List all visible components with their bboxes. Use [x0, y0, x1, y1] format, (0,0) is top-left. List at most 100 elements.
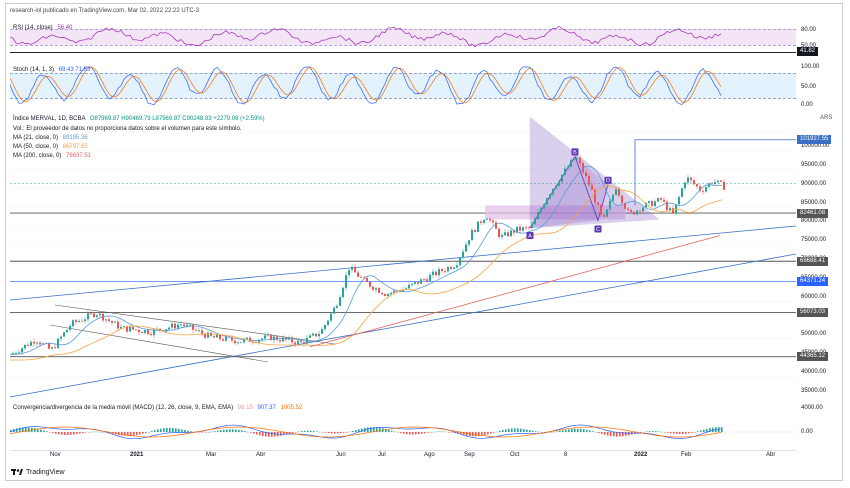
candle-body [657, 198, 659, 202]
candle-body [588, 176, 590, 185]
candle-body [90, 313, 92, 315]
candle-body [183, 324, 185, 327]
stoch-pane[interactable] [10, 63, 796, 108]
symbol-info[interactable]: Índice MERVAL, 1D, BCBA O87969.87 H90469… [13, 116, 265, 123]
macd-bar [61, 432, 63, 435]
macd-bar [298, 431, 300, 433]
macd-label[interactable]: Convergencia/divergencia de la media móv… [13, 405, 302, 412]
ma21-legend[interactable]: MA (21, close, 0) 89195.36 [13, 135, 88, 142]
candle-body [405, 288, 407, 290]
triangle-pattern [529, 116, 660, 229]
candle-body [534, 218, 536, 225]
ma200-legend[interactable]: MA (200, close, 0) 76637.51 [13, 153, 91, 160]
macd-bar [616, 432, 618, 437]
candle-body [687, 177, 689, 183]
rsi-line [10, 25, 722, 48]
macd-bar [601, 432, 603, 434]
candle-body [582, 163, 584, 173]
candle-body [546, 198, 548, 205]
macd-bar [697, 431, 699, 432]
price-scale-label: 40000.00 [801, 369, 827, 376]
candle-body [555, 185, 557, 189]
candle-body [420, 279, 422, 284]
candle-body [321, 329, 323, 334]
time-axis-label: 8 [564, 452, 568, 458]
macd-bar [163, 428, 165, 432]
macd-bar [265, 432, 267, 437]
price-chart-svg: A B C D [10, 116, 796, 398]
macd-bar [229, 429, 231, 432]
candle-body [612, 195, 614, 201]
candle-body [159, 328, 161, 331]
candle-body [261, 338, 263, 340]
candle-body [114, 321, 116, 323]
macd-histogram [10, 427, 723, 437]
rsi-label-text: RSI (14, close) [13, 25, 53, 31]
candle-body [207, 332, 209, 338]
candle-body [336, 305, 338, 308]
candle-body [597, 202, 599, 205]
macd-bar [67, 432, 69, 435]
candle-body [543, 204, 545, 209]
price-scale-label: 80000.00 [801, 218, 827, 225]
macd-bar [421, 432, 423, 434]
ma50-legend[interactable]: MA (50, close, 0) 86797.65 [13, 144, 88, 151]
macd-bar [436, 431, 438, 433]
candle-body [99, 313, 101, 316]
macd-signal-value: 1005.52 [280, 405, 303, 411]
stoch-band [10, 73, 796, 98]
macd-pane[interactable] [10, 404, 796, 446]
tradingview-logo[interactable]: TradingView [11, 468, 65, 476]
macd-bar [454, 432, 456, 434]
macd-bar [541, 432, 543, 433]
macd-bar [19, 427, 21, 432]
macd-bar [208, 432, 210, 433]
macd-bar [424, 432, 426, 434]
candle-body [474, 229, 476, 232]
candle-body [480, 221, 482, 223]
macd-bar [652, 431, 654, 432]
rsi-pane[interactable] [10, 21, 796, 57]
candle-body [699, 186, 701, 191]
macd-bar [205, 432, 207, 433]
candle-body [312, 333, 314, 336]
candle-body [516, 226, 518, 233]
time-axis[interactable]: Nov 2021 Mar Abr Jun Jul Ago Sep Oct 8 2022 Feb Abr [10, 450, 796, 461]
supply-zone-rect [485, 205, 625, 220]
candle-body [471, 229, 473, 241]
macd-bar [439, 431, 441, 432]
macd-bar [334, 432, 336, 434]
candle-body [414, 282, 416, 284]
ohlc-values: O87969.87 H90469.79 L87969.87 C90248.93 … [89, 116, 265, 122]
candle-body [129, 326, 131, 332]
macd-bar [295, 432, 297, 433]
macd-bar [511, 428, 513, 432]
macd-bar [307, 430, 309, 432]
candle-body [366, 277, 368, 283]
candle-body [219, 334, 221, 340]
stoch-level-20 [10, 98, 796, 99]
macd-bar [529, 430, 531, 432]
macd-bar [655, 431, 657, 432]
candle-body [477, 221, 479, 232]
macd-hist-value: 98.15 [237, 405, 253, 411]
rsi-label[interactable]: RSI (14, close) 56.40 [13, 25, 72, 32]
macd-bar [256, 432, 258, 435]
macd-bar [505, 429, 507, 432]
macd-bar [346, 432, 348, 433]
price-level-box: 101927.55 [797, 135, 832, 145]
candle-body [153, 329, 155, 336]
candle-body [327, 320, 329, 325]
candle-body [525, 227, 527, 229]
candle-body [486, 219, 488, 220]
stoch-label[interactable]: Stoch (14, 1, 3) 69.43 71.63 [13, 67, 90, 74]
candle-body [246, 337, 248, 340]
candle-body [654, 201, 656, 207]
price-pane[interactable]: A B C D [10, 112, 796, 402]
candle-body [240, 342, 242, 344]
candle-body [387, 294, 389, 297]
candle-body [621, 195, 623, 203]
macd-bar [238, 429, 240, 432]
macd-label-text: Convergencia/divergencia de la media móv… [13, 405, 234, 411]
macd-bar [313, 431, 315, 432]
